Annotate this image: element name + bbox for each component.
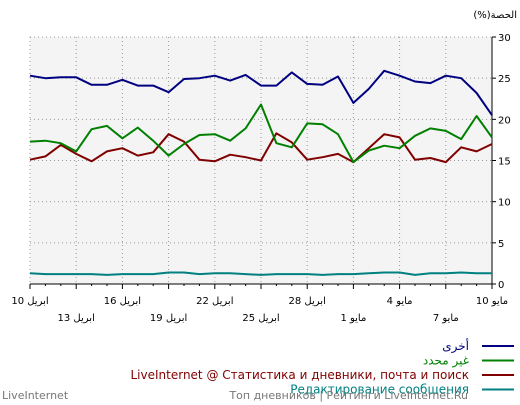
plot-area: 0 5 10 15 20 25 30 10 مايو 4 مايو 28 ابريل 22 ابري… — [11, 33, 510, 324]
x-tick-label: 19 ابريل — [150, 313, 187, 324]
footer-brand[interactable]: LiveInternet — [2, 389, 69, 402]
x-tick-label: 25 ابريل — [242, 313, 279, 324]
y-tick-label: 30 — [498, 33, 511, 44]
legend-entry: Редактирование сообщения — [290, 383, 469, 397]
x-tick-label: 10 ابريل — [11, 296, 48, 307]
y-tick-label: 25 — [498, 74, 511, 85]
legend-entry: LiveInternet @ Статистика и дневники, по… — [130, 368, 469, 382]
x-tick-label: 10 مايو — [476, 296, 508, 307]
y-tick-label: 5 — [498, 239, 504, 250]
x-tick-label: 1 مايو — [340, 313, 366, 324]
series-line — [29, 69, 493, 116]
legend-entry: أخرى — [442, 338, 469, 354]
x-tick-label: 28 ابريل — [289, 296, 326, 307]
x-tick-label: 4 مايو — [387, 296, 413, 307]
y-axis-label: (%)الحصة — [473, 10, 517, 21]
x-tick-label: 7 مايو — [433, 313, 459, 324]
series-line — [29, 271, 492, 276]
x-tick-label: 22 ابريل — [196, 296, 233, 307]
y-tick-label: 10 — [498, 198, 511, 209]
y-tick-label: 20 — [498, 115, 511, 126]
y-tick-label: 0 — [498, 280, 504, 291]
footer-links[interactable]: Топ дневников | Рейтинги LiveInternet.Ru — [228, 389, 468, 402]
x-tick-label: 13 ابريل — [58, 313, 95, 324]
series-line — [29, 132, 493, 164]
legend-entry: غير محدد — [423, 354, 469, 369]
y-tick-label: 15 — [498, 157, 511, 168]
series-line — [29, 103, 493, 164]
x-tick-label: 16 ابريل — [104, 296, 141, 307]
